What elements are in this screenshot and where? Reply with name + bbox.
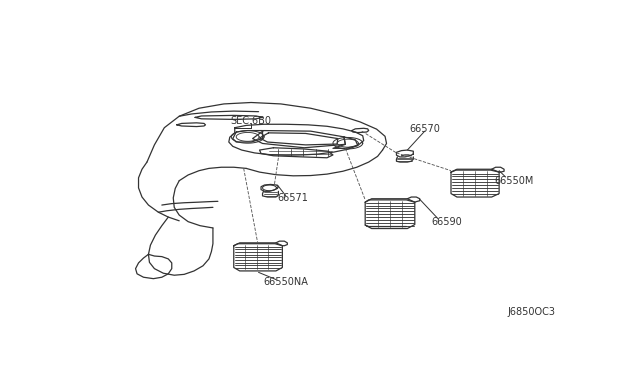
Text: 66550NA: 66550NA: [264, 278, 308, 288]
Text: 66590: 66590: [431, 217, 463, 227]
Text: 66571: 66571: [278, 193, 308, 203]
Text: 66550M: 66550M: [494, 176, 534, 186]
Text: SEC.6B0: SEC.6B0: [230, 116, 271, 125]
Text: 66570: 66570: [410, 124, 440, 134]
Text: J6850OC3: J6850OC3: [508, 308, 556, 317]
